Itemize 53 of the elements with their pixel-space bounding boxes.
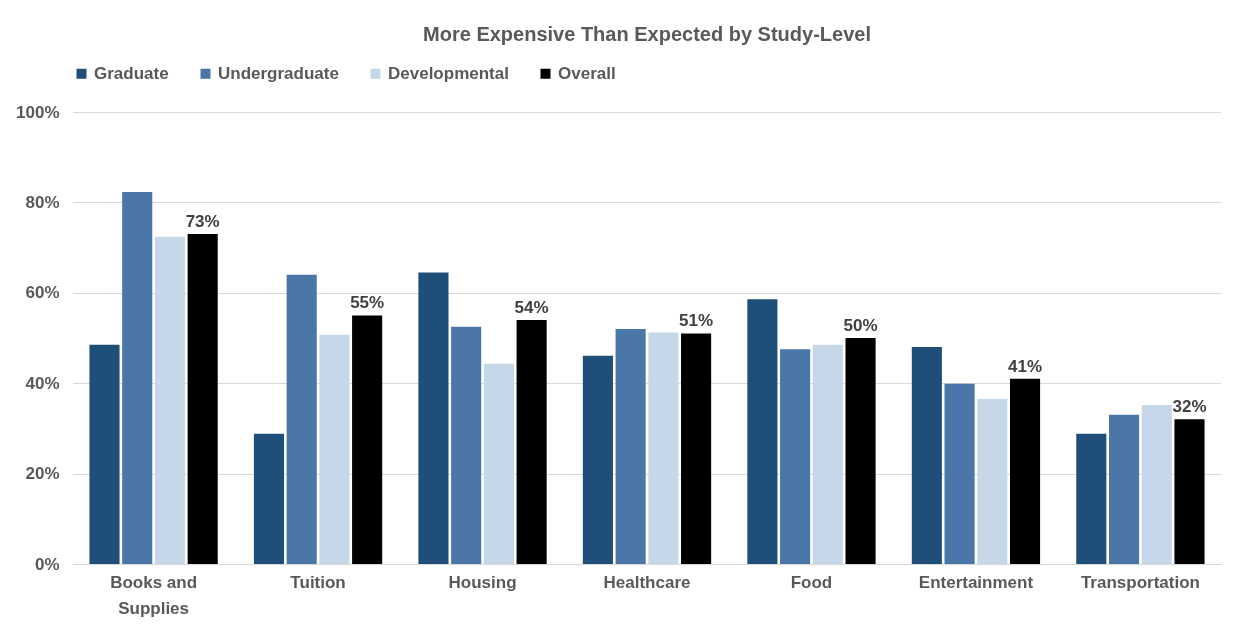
bar (582, 355, 613, 564)
bar (483, 363, 514, 564)
bar (122, 192, 153, 564)
y-tick-label: 80% (25, 192, 60, 212)
bar (845, 338, 876, 564)
bar (516, 319, 547, 564)
bar (747, 299, 778, 564)
bar (187, 234, 218, 564)
x-tick-label: Entertainment (918, 572, 1034, 592)
bar (154, 236, 186, 564)
bar (418, 272, 449, 564)
bar (319, 334, 350, 564)
bar (352, 315, 383, 564)
bar (681, 333, 712, 564)
bar (812, 344, 843, 564)
bar (253, 433, 285, 564)
bar (1108, 414, 1140, 564)
chart-title: More Expensive Than Expected by Study-Level (423, 23, 871, 45)
bar (451, 326, 482, 564)
bar (944, 383, 975, 564)
bar (615, 328, 646, 564)
legend-label: Overall (558, 63, 616, 83)
legend-label: Undergraduate (218, 63, 339, 83)
legend-label: Developmental (388, 63, 509, 83)
y-tick-label: 20% (25, 464, 60, 484)
bar (1076, 433, 1107, 564)
y-tick-label: 100% (16, 102, 60, 122)
x-tick-label: Tuition (290, 572, 346, 592)
bar (977, 399, 1008, 564)
bar (911, 347, 942, 564)
bar (1141, 404, 1172, 564)
y-tick-label: 60% (25, 283, 60, 303)
data-label: 50% (843, 316, 878, 335)
bar (780, 349, 811, 564)
bar (648, 332, 679, 564)
data-label: 32% (1172, 397, 1207, 417)
data-label: 51% (679, 311, 714, 331)
bar (89, 344, 120, 564)
data-label: 73% (185, 212, 220, 232)
bar (1009, 378, 1041, 564)
legend-label: Graduate (94, 63, 169, 83)
x-tick-label: Housing (448, 572, 517, 592)
x-tick-label: Food (790, 572, 833, 592)
data-label: 41% (1008, 356, 1043, 376)
data-label: 55% (350, 293, 385, 313)
x-tick-label: Books and Supplies (110, 572, 198, 618)
x-tick-label: Transportation (1080, 572, 1200, 592)
bar (1174, 419, 1205, 564)
bar (286, 274, 317, 564)
x-tick-label: Healthcare (603, 572, 691, 592)
y-tick-label: 0% (34, 554, 60, 574)
data-label: 54% (514, 297, 549, 317)
y-tick-label: 40% (25, 373, 60, 393)
